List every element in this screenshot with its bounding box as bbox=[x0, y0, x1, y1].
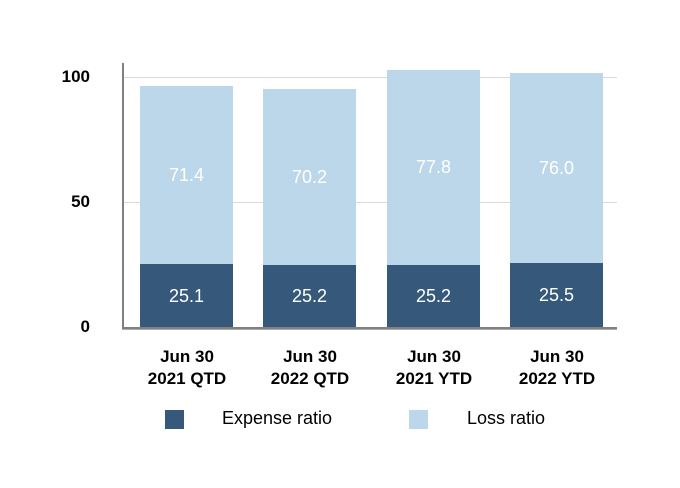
y-axis-tick-label-0: 0 bbox=[80, 317, 90, 336]
x-axis-label-line1: Jun 30 bbox=[160, 347, 214, 366]
x-axis-label-line1: Jun 30 bbox=[407, 347, 461, 366]
x-axis-label-line2: 2021 YTD bbox=[395, 369, 473, 388]
loss-ratio-value-label: 76.0 bbox=[538, 158, 575, 178]
x-axis-label-line1: Jun 30 bbox=[283, 347, 337, 366]
expense-ratio-segment: 25.5 bbox=[510, 263, 603, 327]
gridline-y-50 bbox=[124, 202, 617, 203]
legend-swatch-expense-ratio bbox=[165, 410, 184, 429]
bar-group-1: 71.4 25.1 bbox=[140, 86, 233, 327]
loss-ratio-value-label: 71.4 bbox=[168, 165, 205, 186]
y-axis-tick-label-50: 50 bbox=[71, 192, 90, 211]
loss-ratio-segment: 77.8 bbox=[387, 70, 480, 265]
loss-ratio-segment: 71.4 bbox=[140, 86, 233, 265]
x-axis-label-line2: 2022 YTD bbox=[518, 369, 596, 388]
expense-ratio-segment: 25.2 bbox=[263, 264, 356, 328]
bar-group-3: 77.8 25.2 bbox=[387, 70, 480, 328]
x-axis-label-line2: 2021 QTD bbox=[147, 369, 227, 388]
y-axis-tick-label-100: 100 bbox=[61, 67, 90, 86]
x-axis-label-3: Jun 30 2021 YTD bbox=[372, 346, 496, 390]
expense-ratio-segment: 25.1 bbox=[140, 264, 233, 327]
legend-label-expense-ratio: Expense ratio bbox=[222, 408, 333, 428]
gridline-y-100 bbox=[124, 77, 617, 78]
expense-ratio-segment: 25.2 bbox=[387, 264, 480, 328]
x-axis-label-line2: 2022 QTD bbox=[270, 369, 350, 388]
loss-ratio-value-label: 70.2 bbox=[291, 166, 328, 187]
x-axis-shadow bbox=[122, 329, 617, 330]
y-axis-line bbox=[122, 63, 124, 329]
loss-ratio-segment: 70.2 bbox=[263, 89, 356, 265]
expense-ratio-value-label: 25.1 bbox=[168, 285, 205, 306]
bar-group-2: 70.2 25.2 bbox=[263, 89, 356, 328]
expense-ratio-value-label: 25.5 bbox=[538, 284, 575, 305]
x-axis-line bbox=[122, 327, 617, 329]
x-axis-label-1: Jun 30 2021 QTD bbox=[125, 346, 249, 390]
loss-ratio-value-label: 77.8 bbox=[415, 157, 452, 178]
expense-ratio-value-label: 25.2 bbox=[415, 286, 452, 306]
x-axis-label-line1: Jun 30 bbox=[530, 347, 584, 366]
expense-ratio-value-label: 25.2 bbox=[291, 286, 328, 306]
x-axis-label-2: Jun 30 2022 QTD bbox=[248, 346, 372, 390]
loss-ratio-segment: 76.0 bbox=[510, 73, 603, 263]
legend-swatch-loss-ratio bbox=[409, 410, 428, 429]
bar-group-4: 76.0 25.5 bbox=[510, 73, 603, 327]
legend-label-loss-ratio: Loss ratio bbox=[467, 408, 546, 428]
x-axis-label-4: Jun 30 2022 YTD bbox=[495, 346, 619, 390]
